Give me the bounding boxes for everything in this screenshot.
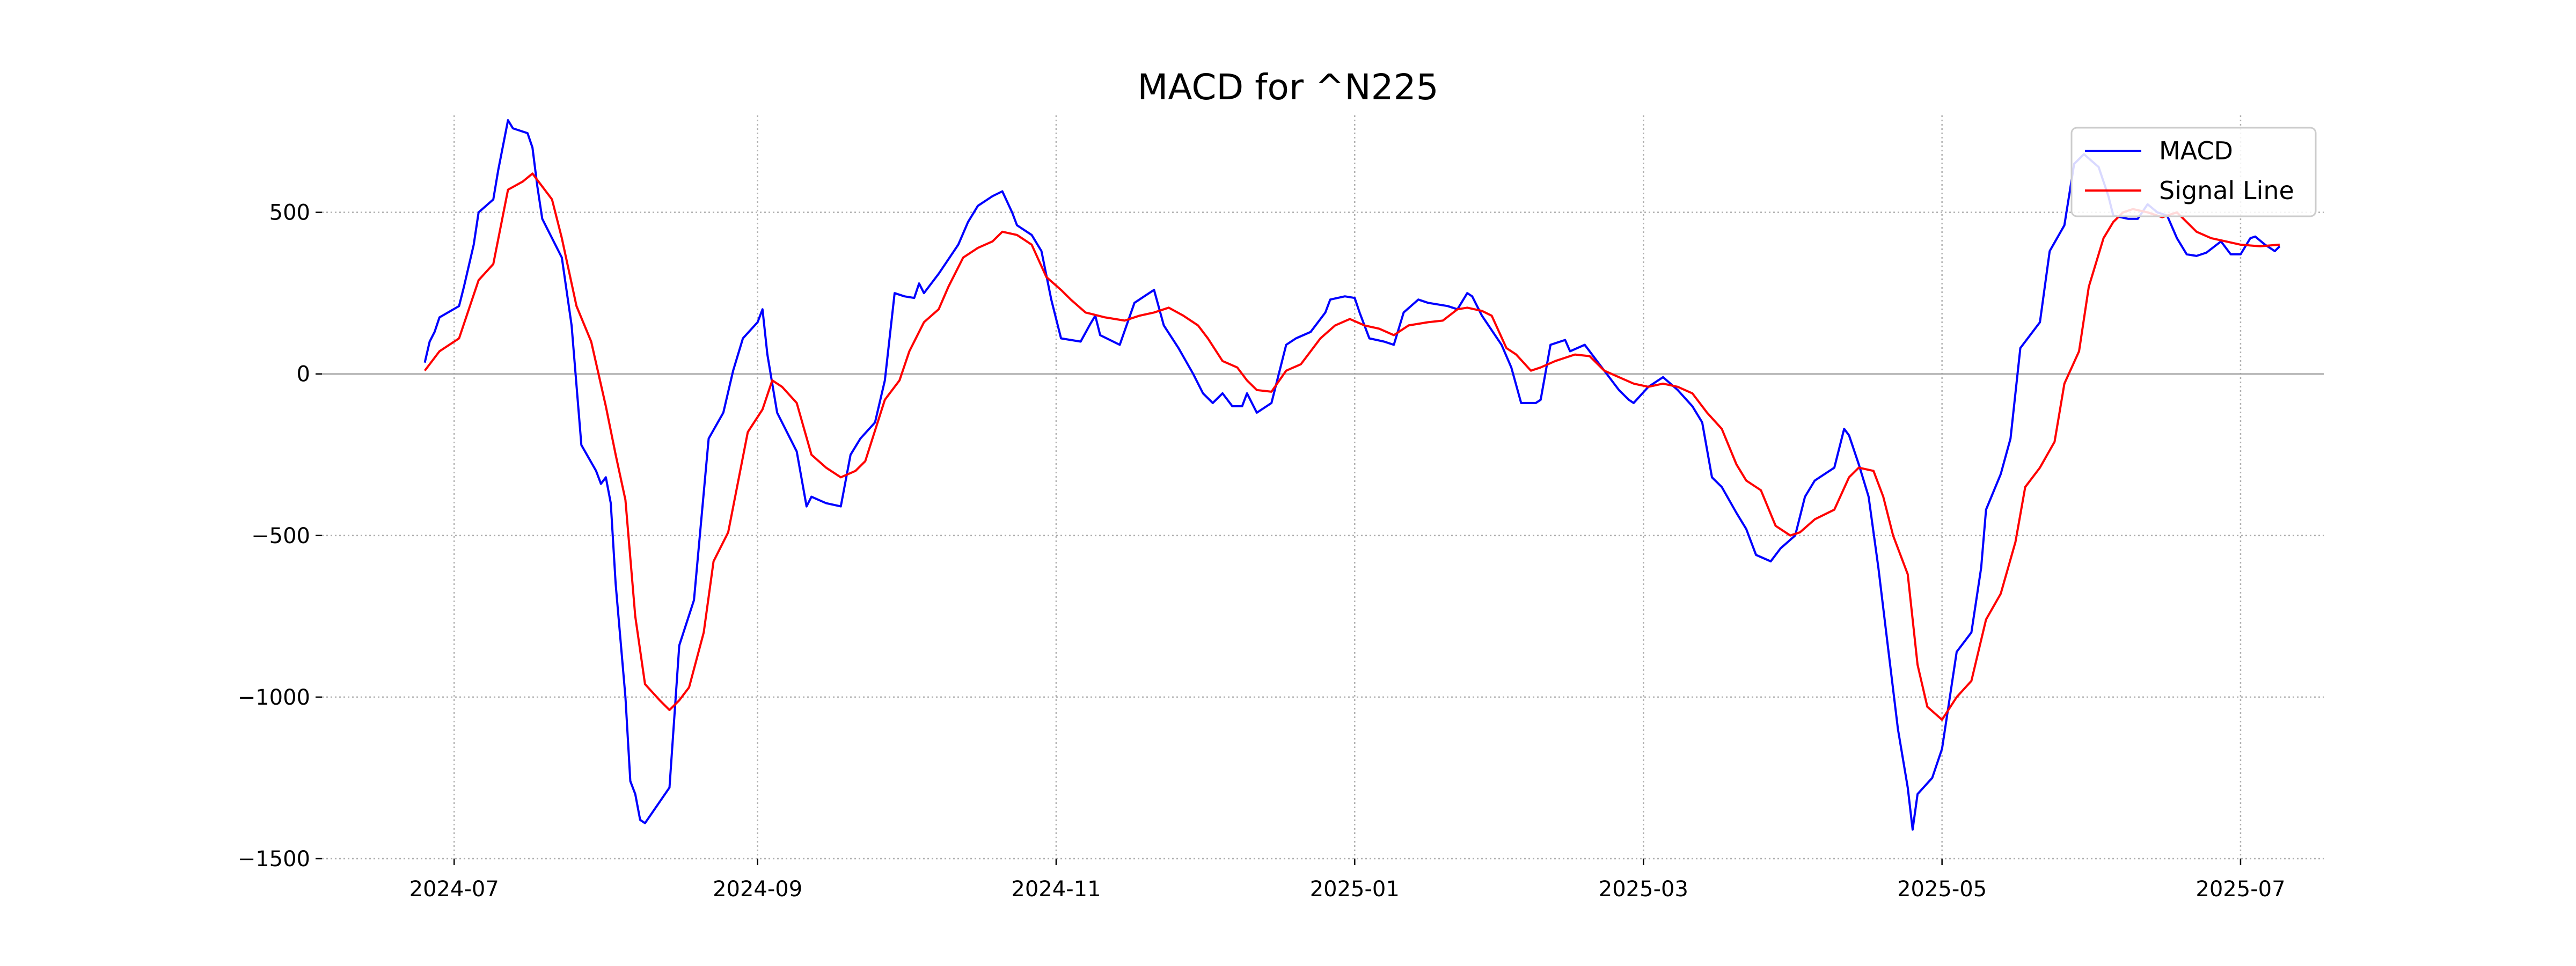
grid-layer <box>322 115 2324 860</box>
x-tick-label: 2024-07 <box>409 877 499 902</box>
series-line-signal-line <box>423 172 2280 721</box>
legend: MACD Signal Line <box>2070 127 2317 217</box>
x-tick-label: 2025-05 <box>1897 877 1987 902</box>
series-line-macd <box>423 119 2281 831</box>
axis-layer: 2024-07 2024-09 2024-11 2025-01 2025-03 2025-… <box>238 201 2286 902</box>
legend-label-macd: MACD <box>2159 136 2233 165</box>
y-tick-label: 0 <box>297 362 310 387</box>
legend-label-signal-line: Signal Line <box>2159 176 2294 205</box>
y-tick-label: −1000 <box>238 685 310 710</box>
x-tick-label: 2025-01 <box>1310 877 1400 902</box>
x-tick-label: 2025-03 <box>1599 877 1688 902</box>
series-layer <box>423 119 2281 831</box>
x-tick-label: 2025-07 <box>2196 877 2285 902</box>
x-tick-label: 2024-11 <box>1011 877 1101 902</box>
y-tick-label: −1500 <box>238 847 310 872</box>
y-tick-label: 500 <box>269 201 310 225</box>
x-tick-label: 2024-09 <box>713 877 802 902</box>
chart-title: MACD for ^N225 <box>1137 67 1438 108</box>
y-tick-label: −500 <box>251 524 310 548</box>
